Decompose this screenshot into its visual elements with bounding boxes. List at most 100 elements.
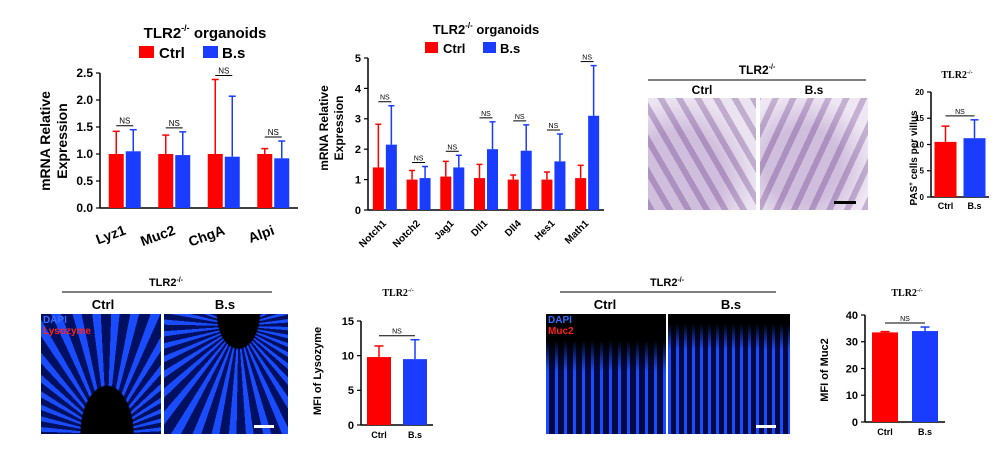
bar-ctrl bbox=[474, 178, 485, 210]
y-tick-label: 1.0 bbox=[76, 147, 93, 161]
panel-e-col-bs: B.s bbox=[215, 297, 235, 312]
bar-ctrl bbox=[372, 167, 384, 210]
bar-ctrl bbox=[406, 179, 418, 210]
category-label: Alpi bbox=[246, 222, 276, 246]
y-tick-label: 5 bbox=[355, 53, 361, 65]
panel-c-col-bs: B.s bbox=[805, 83, 824, 97]
category-label: ChgA bbox=[186, 222, 227, 250]
bar-ctrl bbox=[367, 357, 391, 425]
panel-h-ylabel: MFI of Muc2 bbox=[819, 338, 831, 402]
y-tick-label: 0 bbox=[348, 420, 354, 432]
significance-label: NS bbox=[218, 66, 229, 75]
charts-layer: 0.0 0.5 1.0 1.5 2.0 2.5 NS Lyz1 NS Muc2 NS ChgA NS Al… bbox=[76, 53, 989, 440]
y-tick-label: 10 bbox=[846, 390, 858, 402]
significance-label: NS bbox=[447, 144, 457, 151]
category-label: Ctrl bbox=[371, 430, 387, 440]
significance-label: NS bbox=[955, 109, 965, 116]
bar-bs bbox=[224, 156, 240, 208]
y-tick-label: 20 bbox=[915, 88, 924, 97]
category-label: Notch2 bbox=[391, 218, 423, 250]
bar-ctrl bbox=[158, 154, 174, 208]
bar-ctrl bbox=[575, 178, 587, 210]
bar-bs bbox=[385, 144, 397, 210]
bar-bs bbox=[520, 150, 532, 210]
significance-label: NS bbox=[268, 128, 279, 137]
y-tick-label: 40 bbox=[846, 310, 858, 322]
bar-bs bbox=[419, 178, 431, 210]
y-tick-label: 10 bbox=[342, 351, 354, 363]
y-tick-label: 5 bbox=[348, 385, 354, 397]
category-label: Ctrl bbox=[877, 427, 893, 437]
significance-label: NS bbox=[582, 55, 592, 62]
bar-ctrl bbox=[872, 332, 898, 422]
panel-f-ylabel: MFI of Lysozyme bbox=[312, 327, 324, 415]
panel-d-title: TLR2-/- bbox=[941, 70, 972, 81]
bar-ctrl bbox=[257, 154, 273, 208]
y-tick-label: 4 bbox=[355, 83, 362, 95]
bar-ctrl bbox=[934, 141, 957, 197]
bar-bs bbox=[588, 115, 600, 210]
bar-bs bbox=[487, 149, 498, 210]
bar-ctrl bbox=[108, 154, 124, 208]
category-label: Muc2 bbox=[138, 222, 177, 249]
bar-bs bbox=[125, 151, 141, 208]
panel-g-col-ctrl: Ctrl bbox=[594, 297, 616, 312]
y-tick-label: 0 bbox=[920, 193, 925, 202]
legend-label-bs: B.s bbox=[500, 41, 520, 56]
legend-label-ctrl: Ctrl bbox=[443, 41, 465, 56]
category-label: B.s bbox=[408, 430, 422, 440]
y-tick-label: 2.5 bbox=[76, 66, 93, 80]
y-tick-label: 15 bbox=[915, 114, 924, 123]
bar-bs bbox=[274, 158, 290, 208]
y-tick-label: 20 bbox=[846, 363, 858, 375]
if-image-lysozyme-bs bbox=[164, 314, 288, 434]
scale-bar bbox=[756, 425, 776, 428]
if-image-muc2-bs bbox=[668, 314, 790, 434]
if-image-lysozyme-ctrl: DAPI Lysozyme bbox=[41, 314, 161, 434]
legend-swatch-ctrl bbox=[139, 46, 154, 58]
stain-label-dapi: DAPI bbox=[43, 315, 67, 326]
bar-bs bbox=[453, 167, 465, 210]
bar-bs bbox=[175, 155, 191, 208]
significance-label: NS bbox=[392, 329, 402, 336]
category-label: Dll4 bbox=[503, 218, 524, 239]
significance-label: NS bbox=[414, 156, 424, 163]
panel-h-title: TLR2-/- bbox=[891, 288, 922, 299]
significance-label: NS bbox=[380, 95, 390, 102]
panel-b-ylabel: mRNA RelativeExpression bbox=[317, 85, 346, 171]
category-label: Jag1 bbox=[433, 218, 457, 242]
y-tick-label: 0.0 bbox=[76, 201, 93, 215]
panel-a-ylabel: mRNA RelativeExpression bbox=[37, 91, 70, 191]
y-tick-label: 3 bbox=[355, 114, 361, 126]
significance-label: NS bbox=[900, 316, 910, 323]
panel-g-col-bs: B.s bbox=[721, 297, 741, 312]
scale-bar bbox=[254, 425, 274, 428]
panel-d-ylabel: PAS+ cells per villus bbox=[909, 110, 920, 205]
category-label: Notch1 bbox=[357, 218, 389, 250]
stain-label-muc2: Muc2 bbox=[548, 326, 574, 337]
legend-swatch-bs bbox=[203, 46, 218, 58]
pas-image-ctrl bbox=[648, 98, 756, 210]
y-tick-label: 30 bbox=[846, 337, 858, 349]
category-label: B.s bbox=[967, 201, 981, 211]
y-tick-label: 0 bbox=[852, 417, 858, 429]
category-label: B.s bbox=[918, 427, 932, 437]
bar-bs bbox=[912, 331, 938, 422]
stain-label-lysozyme: Lysozyme bbox=[43, 326, 91, 337]
y-tick-label: 1 bbox=[355, 174, 361, 186]
significance-label: NS bbox=[515, 114, 525, 121]
panel-g-title: TLR2-/- bbox=[650, 277, 685, 289]
y-tick-label: 2.0 bbox=[76, 93, 93, 107]
legend-label-bs: B.s bbox=[222, 45, 245, 62]
bar-ctrl bbox=[541, 179, 553, 210]
pas-image-bs bbox=[760, 98, 868, 210]
category-label: Math1 bbox=[563, 218, 592, 247]
y-tick-label: 2 bbox=[355, 144, 361, 156]
legend-swatch-ctrl bbox=[425, 42, 438, 53]
panel-c-title: TLR2-/- bbox=[739, 63, 776, 77]
legend-swatch-bs bbox=[483, 42, 496, 53]
bar-ctrl bbox=[207, 154, 223, 208]
bar-ctrl bbox=[440, 176, 452, 210]
y-tick-label: 1.5 bbox=[76, 120, 93, 134]
bar-ctrl bbox=[507, 179, 519, 210]
